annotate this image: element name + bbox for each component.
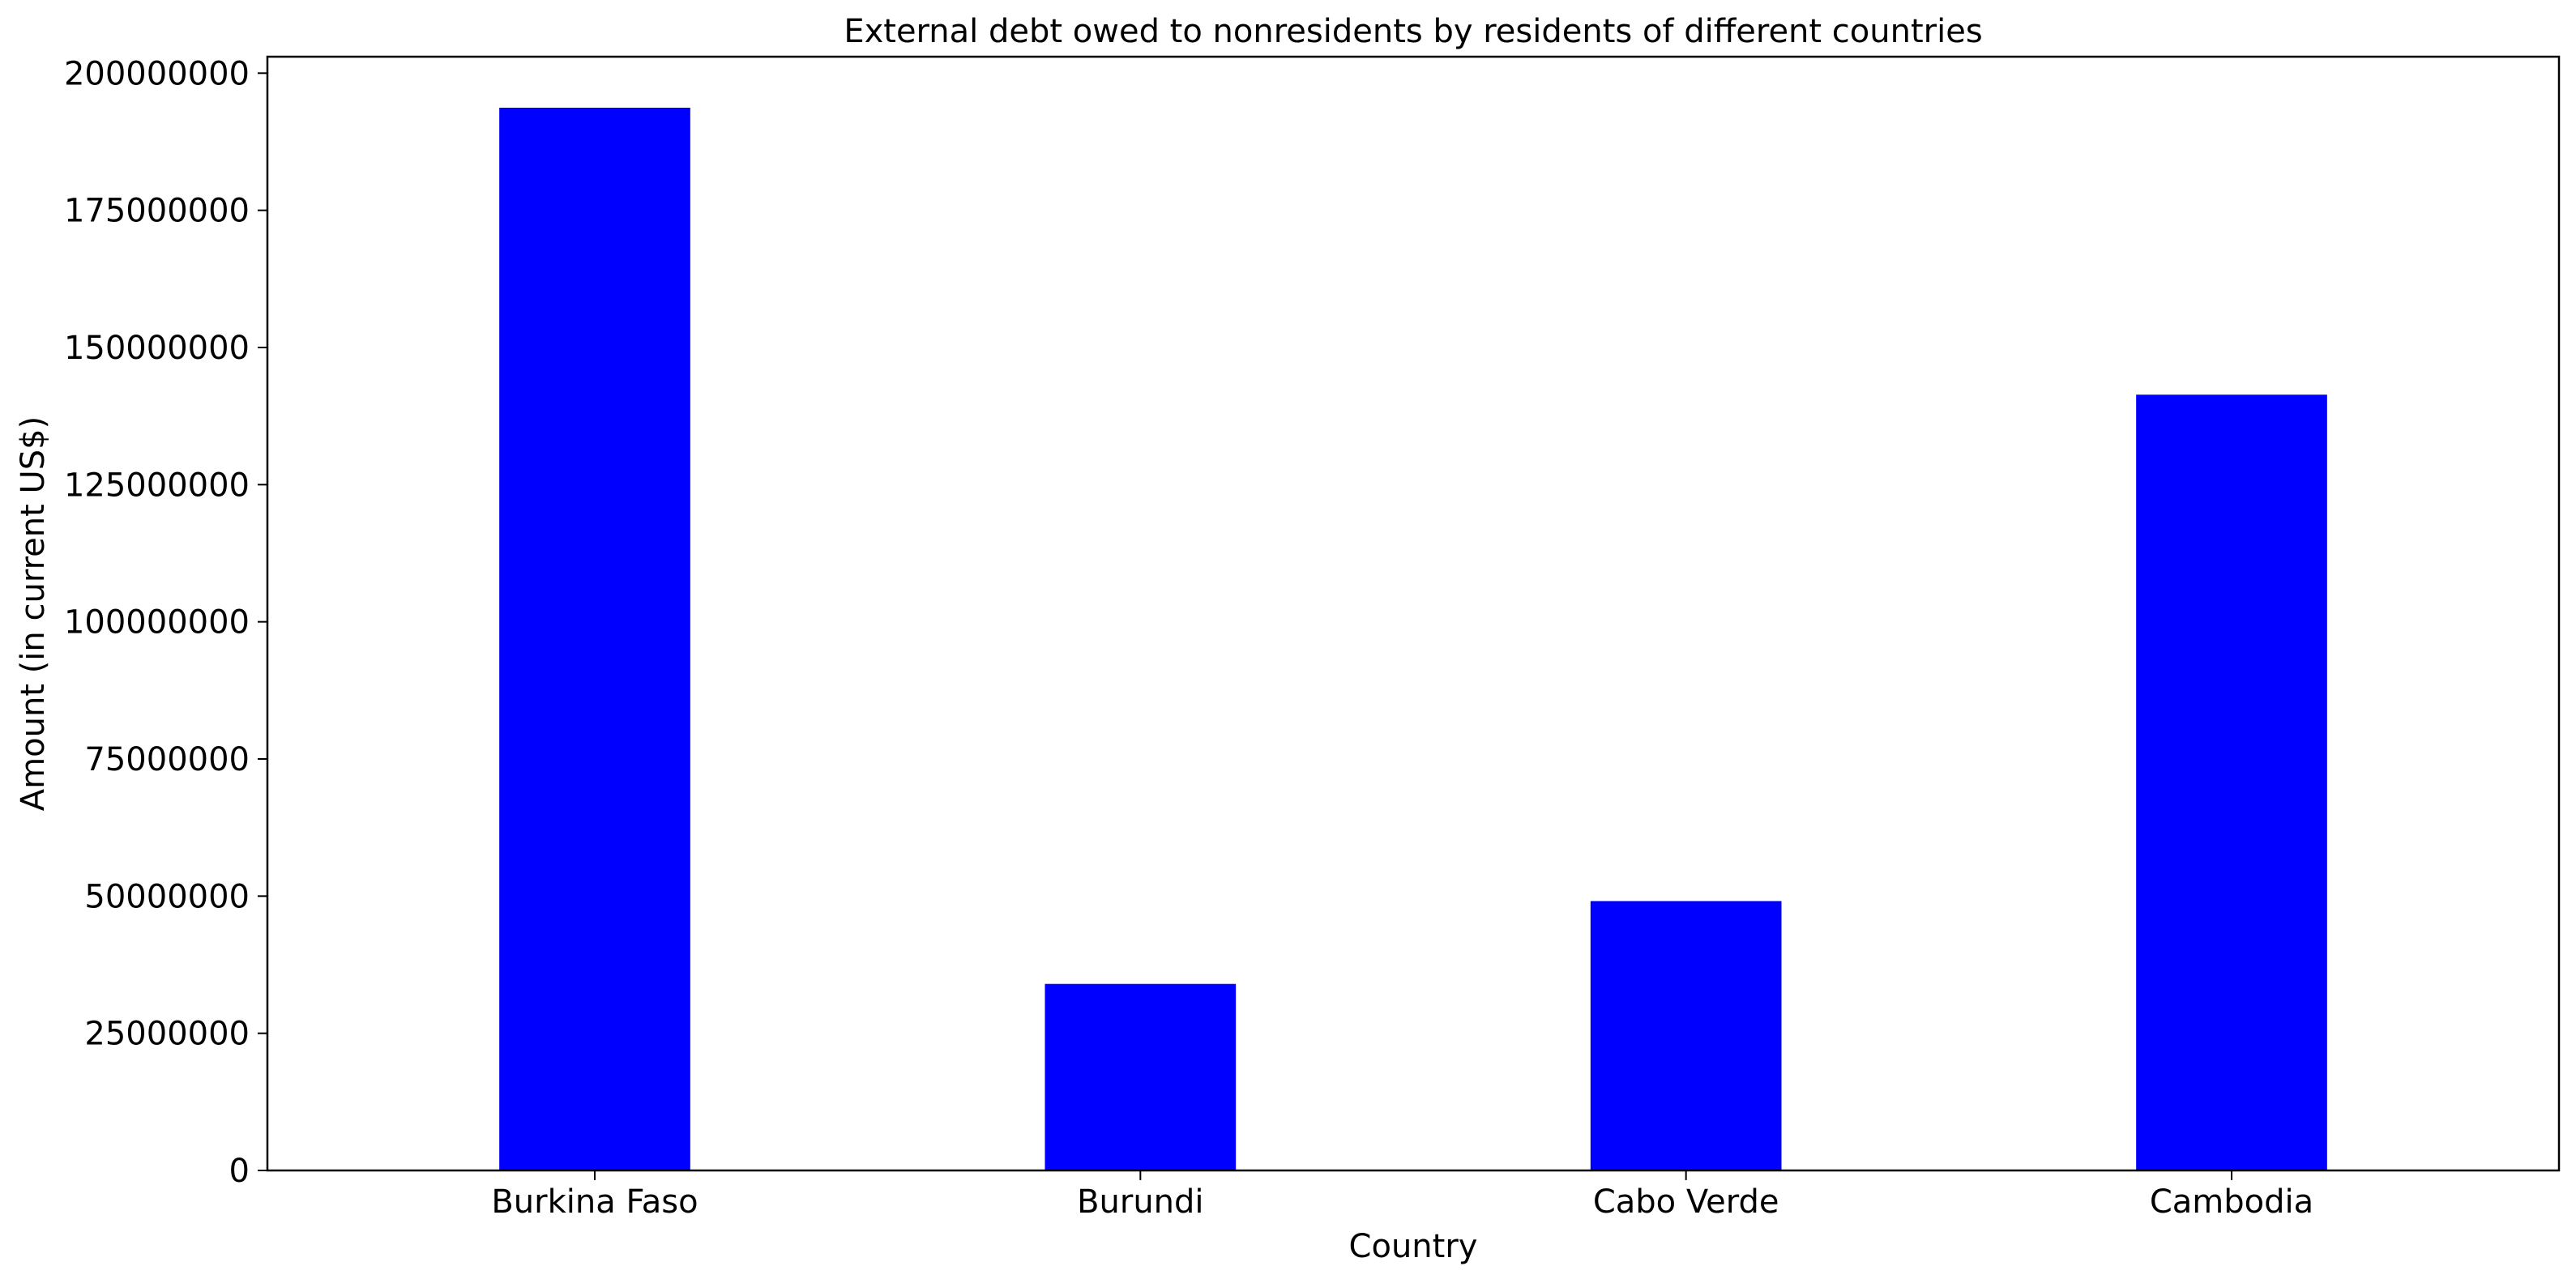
y-tick-label: 150000000 xyxy=(64,330,250,367)
chart-title: External debt owed to nonresidents by re… xyxy=(844,13,1982,50)
y-tick-label: 125000000 xyxy=(64,467,250,504)
x-tick-label: Burkina Faso xyxy=(491,1183,698,1221)
y-axis-ticks: 0 25000000 50000000 75000000 100000000 125000… xyxy=(64,55,267,1190)
x-axis-ticks: Burkina Faso Burundi Cabo Verde Cambodia xyxy=(491,1170,2313,1221)
bars-layer xyxy=(499,107,2327,1170)
y-tick-label: 50000000 xyxy=(84,878,250,915)
x-tick-label: Cabo Verde xyxy=(1593,1183,1779,1221)
y-tick-label: 75000000 xyxy=(84,741,250,778)
bar-cambodia xyxy=(2136,394,2327,1170)
y-tick-label: 0 xyxy=(229,1153,250,1190)
y-tick-label: 175000000 xyxy=(64,193,250,230)
x-tick-label: Cambodia xyxy=(2150,1183,2313,1221)
bar-burkina-faso xyxy=(499,107,690,1170)
y-tick-label: 100000000 xyxy=(64,604,250,642)
y-tick-label: 25000000 xyxy=(84,1016,250,1053)
plot-area-frame xyxy=(266,55,2561,1172)
bar-burundi xyxy=(1044,983,1237,1170)
y-tick-label: 200000000 xyxy=(64,55,250,92)
bar-cabo-verde xyxy=(1590,901,1782,1170)
y-axis-label: Amount (in current US$) xyxy=(15,416,52,811)
x-axis-label: Country xyxy=(1349,1228,1478,1265)
x-tick-label: Burundi xyxy=(1077,1183,1203,1221)
